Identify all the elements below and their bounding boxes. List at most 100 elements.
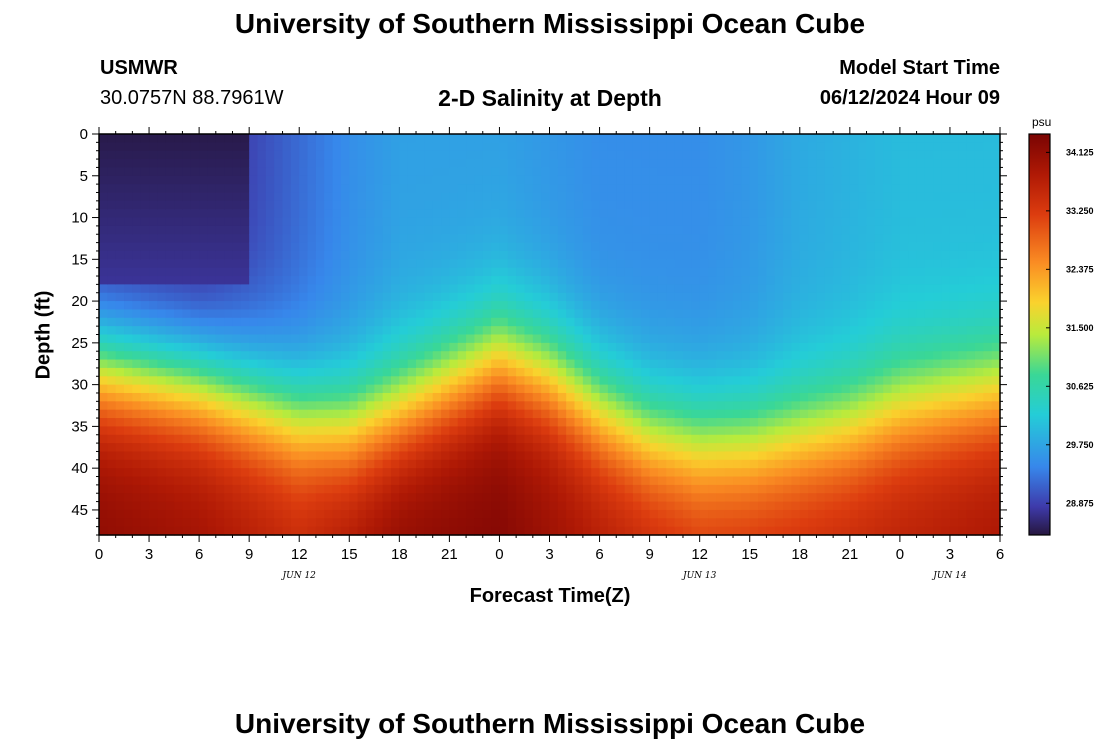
heatmap-cell bbox=[457, 309, 467, 319]
heatmap-cell bbox=[816, 493, 826, 503]
heatmap-cell bbox=[174, 167, 184, 177]
heatmap-cell bbox=[265, 426, 275, 436]
heatmap-cell bbox=[783, 367, 793, 377]
heatmap-cell bbox=[641, 200, 651, 210]
heatmap-cell bbox=[833, 134, 843, 143]
heatmap-cell bbox=[99, 376, 108, 386]
heatmap-cell bbox=[808, 326, 818, 336]
heatmap-cell bbox=[349, 267, 359, 277]
heatmap-cell bbox=[691, 409, 701, 419]
heatmap-cell bbox=[491, 242, 501, 252]
heatmap-cell bbox=[290, 434, 300, 444]
heatmap-cell bbox=[365, 367, 375, 377]
heatmap-cell bbox=[741, 359, 751, 369]
heatmap-cell bbox=[699, 484, 709, 494]
heatmap-cell bbox=[566, 326, 576, 336]
heatmap-cell bbox=[424, 259, 434, 269]
heatmap-cell bbox=[766, 468, 776, 478]
heatmap-cell bbox=[607, 367, 617, 377]
heatmap-cell bbox=[833, 443, 843, 453]
heatmap-cell bbox=[582, 301, 592, 311]
heatmap-cell bbox=[733, 384, 742, 394]
heatmap-cell bbox=[724, 434, 734, 444]
heatmap-cell bbox=[457, 317, 467, 327]
heatmap-cell bbox=[824, 459, 834, 469]
heatmap-cell bbox=[933, 468, 943, 478]
heatmap-cell bbox=[224, 376, 234, 386]
heatmap-cell bbox=[833, 434, 843, 444]
heatmap-cell bbox=[766, 150, 776, 160]
heatmap-cell bbox=[933, 259, 943, 269]
heatmap-cell bbox=[174, 359, 184, 369]
heatmap-cell bbox=[199, 518, 209, 528]
heatmap-cell bbox=[891, 484, 901, 494]
heatmap-cell bbox=[132, 526, 142, 536]
heatmap-cell bbox=[466, 459, 476, 469]
heatmap-cell bbox=[574, 276, 584, 285]
heatmap-cell bbox=[941, 242, 951, 252]
heatmap-cell bbox=[808, 401, 818, 411]
heatmap-cell bbox=[349, 501, 359, 511]
heatmap-cell bbox=[591, 443, 601, 453]
heatmap-cell bbox=[733, 342, 742, 352]
heatmap-cell bbox=[783, 167, 793, 177]
heatmap-cell bbox=[149, 451, 158, 461]
heatmap-cell bbox=[649, 468, 659, 478]
heatmap-cell bbox=[874, 225, 884, 235]
heatmap-cell bbox=[457, 526, 467, 536]
heatmap-cell bbox=[708, 443, 717, 453]
heatmap-cell bbox=[199, 409, 209, 419]
heatmap-cell bbox=[224, 234, 234, 244]
heatmap-cell bbox=[482, 367, 492, 377]
heatmap-cell bbox=[432, 468, 442, 478]
heatmap-cell bbox=[282, 493, 292, 503]
heatmap-cell bbox=[432, 384, 442, 394]
heatmap-cell bbox=[799, 459, 809, 469]
heatmap-cell bbox=[607, 418, 617, 427]
heatmap-cell bbox=[691, 192, 701, 202]
heatmap-cell bbox=[424, 501, 434, 511]
heatmap-cell bbox=[190, 451, 200, 461]
heatmap-cell bbox=[624, 192, 634, 202]
heatmap-cell bbox=[591, 526, 601, 536]
heatmap-cell bbox=[958, 443, 968, 453]
heatmap-cell bbox=[866, 134, 876, 143]
heatmap-cell bbox=[524, 418, 534, 427]
heatmap-cell bbox=[491, 459, 501, 469]
heatmap-cell bbox=[290, 175, 300, 185]
heatmap-cell bbox=[507, 392, 517, 402]
heatmap-cell bbox=[933, 217, 943, 227]
heatmap-cell bbox=[916, 367, 926, 377]
heatmap-cell bbox=[307, 209, 317, 219]
heatmap-cell bbox=[733, 134, 742, 143]
heatmap-cell bbox=[165, 134, 175, 143]
heatmap-cell bbox=[449, 309, 459, 319]
heatmap-cell bbox=[783, 250, 793, 260]
heatmap-cell bbox=[491, 259, 501, 269]
heatmap-cell bbox=[315, 276, 325, 285]
heatmap-cell bbox=[858, 175, 868, 185]
heatmap-cell bbox=[507, 359, 517, 369]
heatmap-cell bbox=[416, 351, 425, 361]
heatmap-cell bbox=[833, 200, 843, 210]
heatmap-cell bbox=[107, 292, 117, 302]
heatmap-cell bbox=[466, 409, 476, 419]
heatmap-cell bbox=[733, 267, 742, 277]
heatmap-cell bbox=[374, 509, 384, 519]
heatmap-cell bbox=[240, 175, 250, 185]
heatmap-cell bbox=[791, 209, 801, 219]
heatmap-cell bbox=[149, 292, 158, 302]
heatmap-cell bbox=[524, 301, 534, 311]
heatmap-cell bbox=[399, 159, 409, 169]
heatmap-cell bbox=[224, 267, 234, 277]
heatmap-cell bbox=[499, 392, 509, 402]
heatmap-cell bbox=[724, 159, 734, 169]
heatmap-cell bbox=[457, 342, 467, 352]
heatmap-cell bbox=[157, 443, 167, 453]
heatmap-cell bbox=[149, 493, 158, 503]
heatmap-cell bbox=[708, 476, 717, 486]
heatmap-cell bbox=[132, 159, 142, 169]
heatmap-cell bbox=[582, 134, 592, 143]
heatmap-cell bbox=[833, 493, 843, 503]
heatmap-cell bbox=[474, 493, 484, 503]
